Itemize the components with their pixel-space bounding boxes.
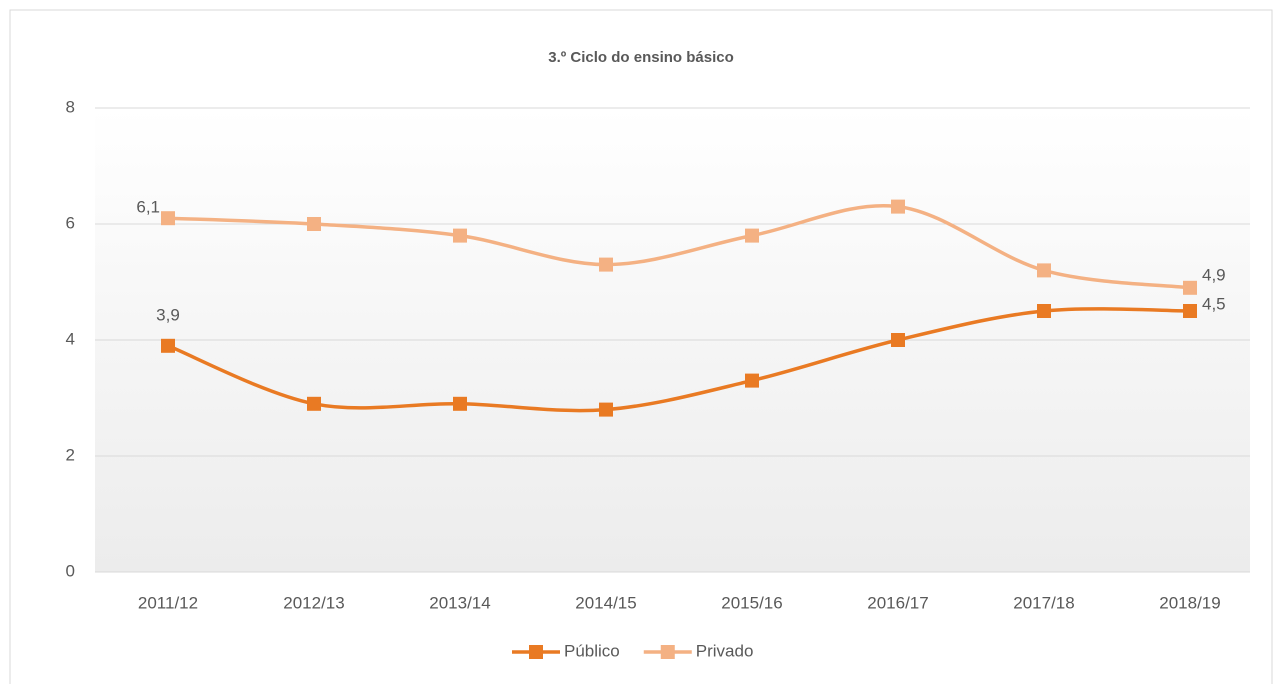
legend-marker bbox=[529, 645, 543, 659]
marker bbox=[307, 217, 321, 231]
marker bbox=[161, 211, 175, 226]
x-tick-label: 2017/18 bbox=[1013, 593, 1074, 612]
marker bbox=[599, 402, 613, 417]
marker bbox=[891, 199, 905, 214]
legend-label: Público bbox=[564, 641, 620, 660]
y-tick-label: 0 bbox=[66, 561, 75, 580]
marker bbox=[453, 396, 467, 411]
marker bbox=[599, 257, 613, 272]
x-tick-label: 2014/15 bbox=[575, 593, 636, 612]
legend-marker bbox=[660, 645, 675, 659]
x-tick-label: 2012/13 bbox=[283, 593, 344, 612]
marker bbox=[891, 333, 905, 347]
series-line bbox=[167, 204, 1191, 290]
marker bbox=[1037, 304, 1051, 318]
legend-label: Privado bbox=[696, 641, 754, 660]
marker bbox=[453, 228, 467, 243]
data-label: 3,9 bbox=[156, 305, 180, 324]
marker bbox=[1183, 304, 1197, 318]
y-tick-label: 8 bbox=[66, 97, 75, 116]
data-label: 4,5 bbox=[1202, 294, 1226, 313]
series-line bbox=[167, 307, 1191, 413]
marker bbox=[745, 373, 759, 388]
y-tick-label: 2 bbox=[66, 445, 75, 464]
x-tick-label: 2015/16 bbox=[721, 593, 782, 612]
marker bbox=[745, 228, 759, 243]
marker bbox=[161, 338, 175, 353]
data-label: 4,9 bbox=[1202, 265, 1226, 284]
marker bbox=[1037, 263, 1051, 278]
x-tick-label: 2011/12 bbox=[138, 593, 198, 612]
chart-title: 3.º Ciclo do ensino básico bbox=[548, 49, 734, 66]
x-tick-label: 2013/14 bbox=[429, 593, 490, 612]
x-tick-label: 2016/17 bbox=[867, 593, 928, 612]
y-tick-label: 4 bbox=[66, 329, 75, 348]
marker bbox=[1183, 280, 1197, 295]
y-tick-label: 6 bbox=[66, 213, 75, 232]
data-label: 6,1 bbox=[136, 198, 160, 217]
x-tick-label: 2018/19 bbox=[1159, 593, 1220, 612]
marker bbox=[307, 396, 321, 411]
